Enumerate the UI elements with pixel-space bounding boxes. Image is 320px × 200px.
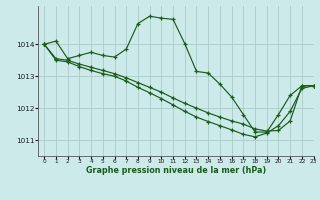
X-axis label: Graphe pression niveau de la mer (hPa): Graphe pression niveau de la mer (hPa) bbox=[86, 166, 266, 175]
